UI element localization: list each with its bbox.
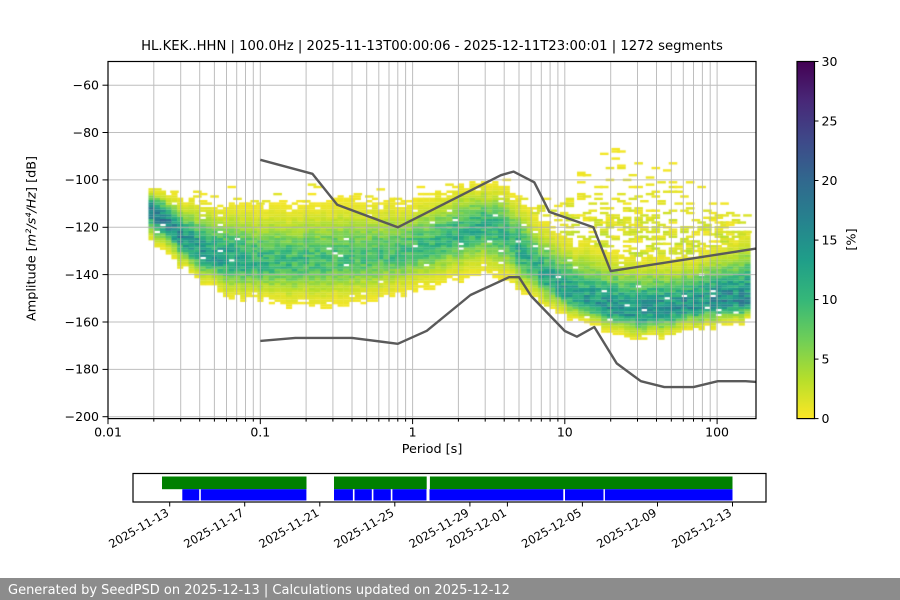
y-axis-tick-labels: −60 −80 −100 −120 −140 −160 −180 −200 <box>65 78 99 425</box>
y-axis-label: Amplitude [m²/s⁴/Hz] [dB] <box>24 156 40 321</box>
x-axis-ticks <box>107 418 718 425</box>
svg-text:0: 0 <box>822 411 830 426</box>
svg-text:−60: −60 <box>73 78 99 93</box>
svg-text:2025-11-21: 2025-11-21 <box>256 505 321 551</box>
timeline-tick-labels: 2025-11-13 2025-11-17 2025-11-21 2025-11-25… <box>106 505 734 551</box>
svg-text:2025-12-05: 2025-12-05 <box>519 505 584 551</box>
svg-text:−180: −180 <box>65 362 99 377</box>
svg-text:10: 10 <box>822 292 838 307</box>
svg-text:0.01: 0.01 <box>94 425 122 440</box>
footer-bar: Generated by SeedPSD on 2025-12-13 | Cal… <box>0 578 900 600</box>
svg-text:−120: −120 <box>65 220 99 235</box>
svg-text:2025-12-13: 2025-12-13 <box>669 505 734 551</box>
colorbar-label: [%] <box>844 228 860 251</box>
svg-text:100: 100 <box>705 425 729 440</box>
svg-text:30: 30 <box>822 54 838 69</box>
svg-text:−80: −80 <box>73 125 99 140</box>
timeline-ticks <box>169 502 733 507</box>
grid <box>107 61 756 419</box>
svg-text:2025-11-13: 2025-11-13 <box>106 505 171 551</box>
svg-text:15: 15 <box>822 232 838 247</box>
plot-title: HL.KEK..HHN | 100.0Hz | 2025-11-13T00:00… <box>141 39 723 54</box>
psd-coverage <box>182 489 733 501</box>
y-axis-ticks <box>102 84 108 418</box>
svg-text:2025-11-25: 2025-11-25 <box>331 505 396 551</box>
svg-text:5: 5 <box>822 351 830 366</box>
x-axis-label: Period [s] <box>401 442 463 457</box>
svg-text:−100: −100 <box>65 172 99 187</box>
svg-text:−140: −140 <box>65 267 99 282</box>
noise-model-high-line <box>259 158 757 273</box>
svg-text:2025-11-17: 2025-11-17 <box>181 505 246 551</box>
timeline-coverage: 2025-11-13 2025-11-17 2025-11-21 2025-11-25… <box>106 472 767 551</box>
svg-text:10: 10 <box>557 425 573 440</box>
data-coverage <box>162 476 733 490</box>
svg-text:20: 20 <box>822 173 838 188</box>
colorbar: 0 5 10 15 20 25 30 <box>796 54 838 426</box>
svg-text:−160: −160 <box>65 314 99 329</box>
svg-text:0.1: 0.1 <box>250 425 270 440</box>
svg-text:1: 1 <box>409 425 417 440</box>
footer-text: Generated by SeedPSD on 2025-12-13 | Cal… <box>8 583 510 598</box>
plot-border <box>107 60 757 420</box>
svg-text:25: 25 <box>822 113 838 128</box>
svg-text:2025-12-09: 2025-12-09 <box>594 505 659 551</box>
x-axis-tick-labels: 0.01 0.1 1 10 100 <box>94 425 729 440</box>
svg-text:−200: −200 <box>65 409 99 424</box>
noise-model-low-line <box>260 276 757 389</box>
